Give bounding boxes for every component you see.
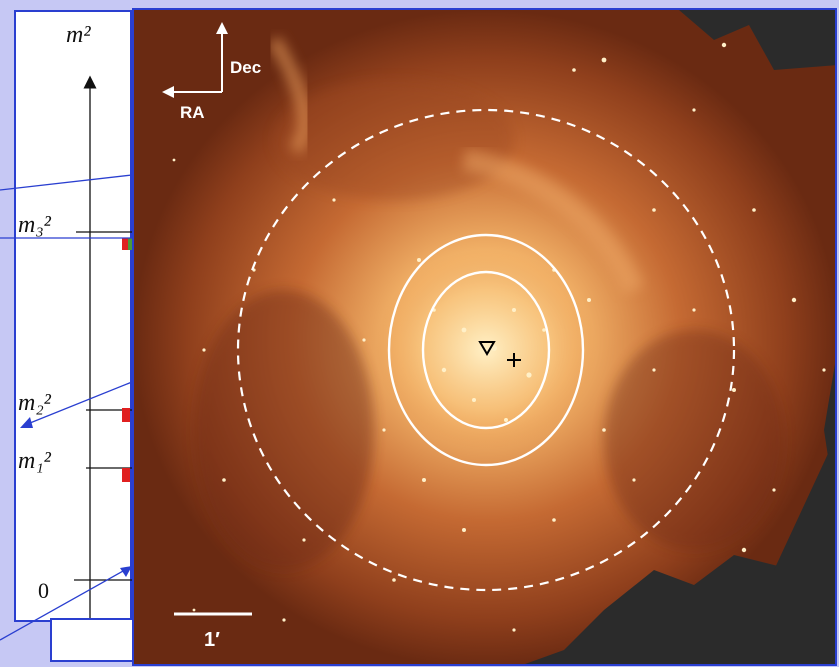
inner-solid-ellipse <box>421 270 551 430</box>
star-field <box>172 42 826 632</box>
bottom-strip <box>50 618 132 662</box>
mass-axis <box>74 75 132 620</box>
m2-marker <box>122 408 130 422</box>
m3-marker-red <box>122 238 128 250</box>
cross-marker-icon <box>507 353 521 367</box>
scale-bar-label: 1′ <box>204 629 220 651</box>
m3-marker-green <box>128 238 132 250</box>
nebula-core <box>376 250 596 450</box>
ra-arrow-icon <box>162 86 174 98</box>
dec-label: Dec <box>230 58 261 77</box>
m1-marker <box>122 468 130 482</box>
orientation-indicator <box>162 22 228 98</box>
triangle-marker-icon <box>478 341 496 356</box>
m1-label: m₁² <box>18 448 51 474</box>
outer-dashed-circle <box>236 108 736 592</box>
m2-label: m₂² <box>18 390 51 416</box>
nebula-image-panel: Dec RA 1′ <box>132 8 837 666</box>
zero-label: 0 <box>38 578 49 603</box>
ra-label: RA <box>180 103 205 122</box>
mass-spectrum-panel: m² m₃² m₂² m₁² 0 <box>14 10 132 622</box>
mass-axis-label: m² <box>66 22 91 48</box>
m3-label: m₃² <box>18 212 51 238</box>
dec-arrow-icon <box>216 22 228 34</box>
middle-solid-ellipse <box>387 233 585 467</box>
nebula-image: Dec RA 1′ <box>134 10 835 664</box>
